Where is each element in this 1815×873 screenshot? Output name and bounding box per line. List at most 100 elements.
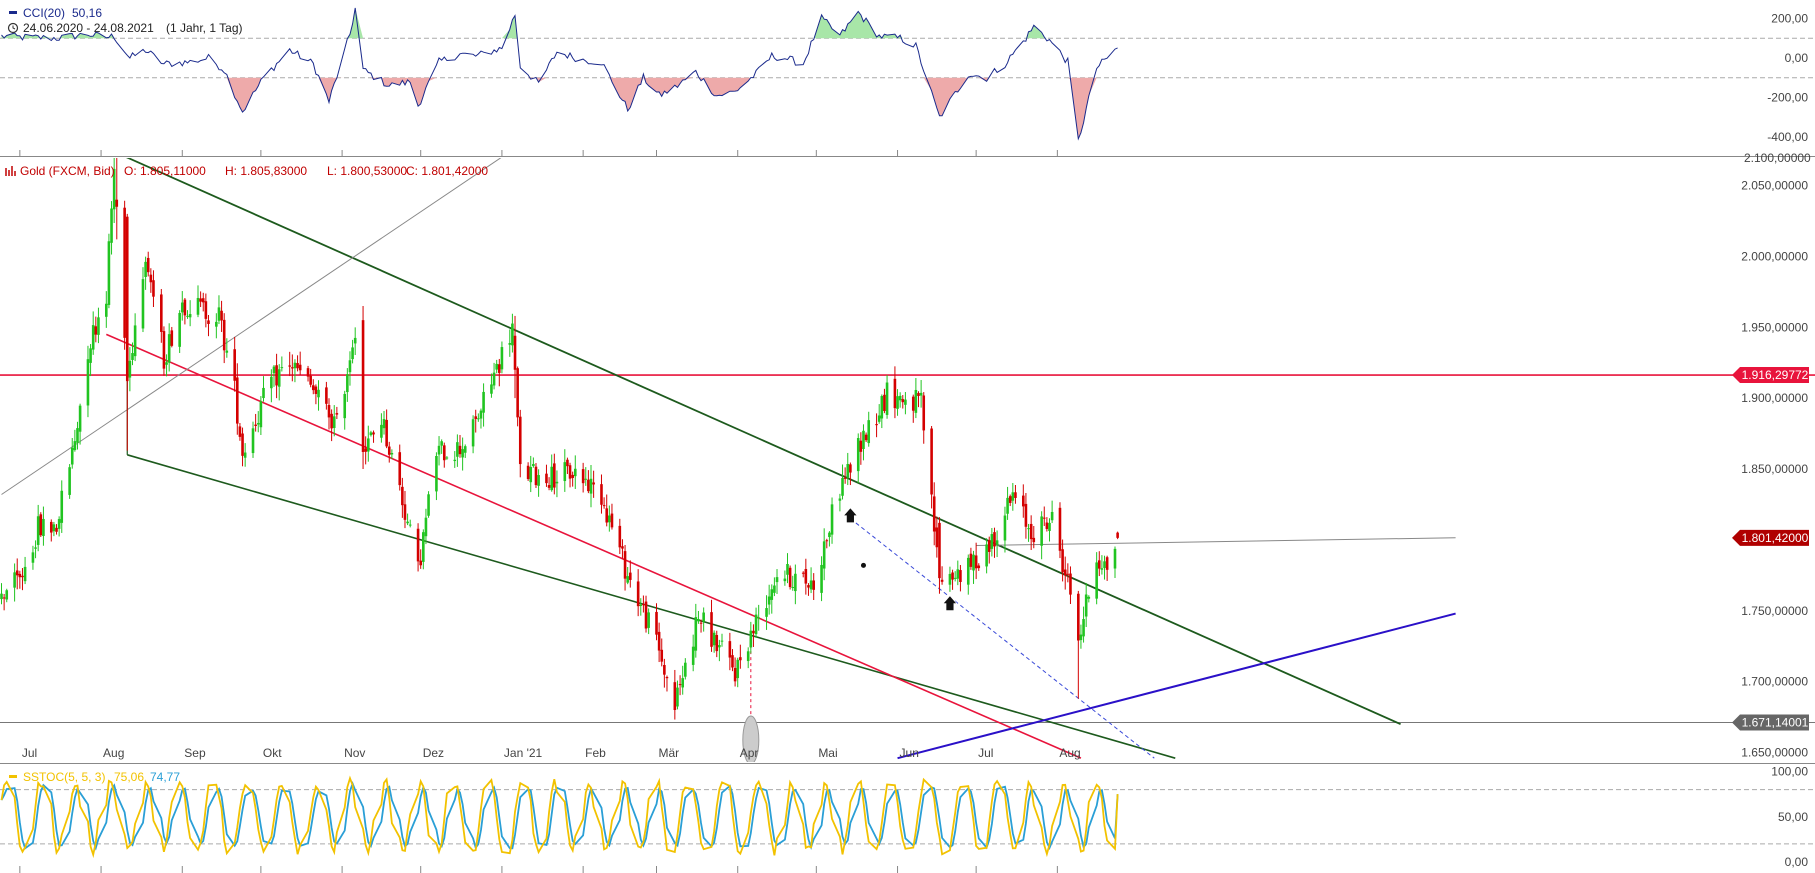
channel-upper-green-line[interactable] xyxy=(117,153,1401,725)
candle[interactable] xyxy=(327,398,331,430)
candle[interactable] xyxy=(435,452,438,501)
candle[interactable] xyxy=(568,462,572,488)
candle[interactable] xyxy=(820,556,823,602)
candle[interactable] xyxy=(731,649,734,672)
candle[interactable] xyxy=(330,409,333,442)
candle[interactable] xyxy=(783,570,787,586)
candle[interactable] xyxy=(809,567,813,594)
candle[interactable] xyxy=(736,657,740,688)
channel-lower-green-line[interactable] xyxy=(127,454,1176,759)
candle[interactable] xyxy=(346,368,349,402)
candle[interactable] xyxy=(856,433,860,484)
candle[interactable] xyxy=(123,200,126,350)
candle[interactable] xyxy=(746,647,750,669)
candle[interactable] xyxy=(406,513,409,526)
candle[interactable] xyxy=(482,383,485,427)
candle[interactable] xyxy=(914,378,918,419)
candle[interactable] xyxy=(1116,531,1119,540)
candle[interactable] xyxy=(749,621,753,654)
candle[interactable] xyxy=(917,391,920,408)
candle[interactable] xyxy=(23,556,27,585)
candle[interactable] xyxy=(953,571,957,582)
candle[interactable] xyxy=(348,351,352,386)
candle[interactable] xyxy=(408,519,412,528)
candle[interactable] xyxy=(807,583,810,596)
candle[interactable] xyxy=(1105,555,1109,581)
candle[interactable] xyxy=(70,438,74,469)
candle[interactable] xyxy=(626,567,629,585)
candle[interactable] xyxy=(34,540,37,559)
candle[interactable] xyxy=(251,421,255,458)
candle[interactable] xyxy=(382,410,386,435)
candle[interactable] xyxy=(419,549,422,569)
candle[interactable] xyxy=(838,493,842,512)
candle[interactable] xyxy=(691,634,695,672)
candle[interactable] xyxy=(332,405,336,437)
candle[interactable] xyxy=(733,657,737,687)
candle[interactable] xyxy=(775,569,779,594)
candle[interactable] xyxy=(867,411,871,447)
candle[interactable] xyxy=(788,565,792,590)
candle[interactable] xyxy=(1011,482,1015,511)
candle[interactable] xyxy=(969,547,973,570)
candle[interactable] xyxy=(416,523,420,572)
candle[interactable] xyxy=(610,503,614,530)
candle[interactable] xyxy=(498,358,501,387)
candle[interactable] xyxy=(141,267,145,333)
candle[interactable] xyxy=(665,675,669,692)
candle[interactable] xyxy=(453,451,457,468)
candle[interactable] xyxy=(180,291,184,321)
candle[interactable] xyxy=(317,380,320,411)
candle[interactable] xyxy=(532,457,535,468)
candle[interactable] xyxy=(825,538,829,549)
candle[interactable] xyxy=(647,608,650,635)
candle[interactable] xyxy=(754,607,758,638)
trend-blue-line[interactable] xyxy=(897,612,1456,760)
candle[interactable] xyxy=(972,550,975,584)
candle[interactable] xyxy=(1045,517,1049,532)
candle[interactable] xyxy=(791,575,795,591)
candle[interactable] xyxy=(298,351,302,375)
candle[interactable] xyxy=(935,516,939,558)
candle[interactable] xyxy=(1032,525,1036,549)
candle[interactable] xyxy=(0,583,3,605)
candle[interactable] xyxy=(812,573,815,600)
candle[interactable] xyxy=(555,470,559,498)
candle[interactable] xyxy=(930,425,933,509)
candle[interactable] xyxy=(516,366,519,427)
candle[interactable] xyxy=(843,467,847,484)
candle[interactable] xyxy=(618,518,622,554)
candle[interactable] xyxy=(901,395,905,409)
candle[interactable] xyxy=(5,588,9,603)
candle[interactable] xyxy=(277,364,281,401)
candle[interactable] xyxy=(678,675,682,696)
candle[interactable] xyxy=(697,610,700,624)
candle[interactable] xyxy=(592,470,595,498)
candle[interactable] xyxy=(68,464,71,499)
candle[interactable] xyxy=(712,630,716,653)
candle[interactable] xyxy=(621,539,624,559)
candle[interactable] xyxy=(131,342,134,366)
candle[interactable] xyxy=(49,519,53,542)
candle[interactable] xyxy=(563,449,567,492)
candle[interactable] xyxy=(445,456,449,460)
candle[interactable] xyxy=(42,506,45,546)
candle[interactable] xyxy=(233,336,236,392)
candle[interactable] xyxy=(657,622,661,663)
candle[interactable] xyxy=(794,564,797,605)
candle[interactable] xyxy=(1069,566,1072,604)
candle[interactable] xyxy=(314,384,318,405)
candle[interactable] xyxy=(770,584,774,614)
candle[interactable] xyxy=(938,517,941,594)
candle[interactable] xyxy=(217,295,221,325)
candle[interactable] xyxy=(904,392,907,415)
candle[interactable] xyxy=(959,565,962,592)
candle[interactable] xyxy=(739,644,742,669)
candle[interactable] xyxy=(977,563,981,571)
candle[interactable] xyxy=(369,430,373,437)
candle[interactable] xyxy=(115,150,119,240)
candle[interactable] xyxy=(573,455,577,489)
trend-gray-line[interactable] xyxy=(1,115,565,495)
candle[interactable] xyxy=(1014,485,1017,504)
candle[interactable] xyxy=(186,310,189,319)
